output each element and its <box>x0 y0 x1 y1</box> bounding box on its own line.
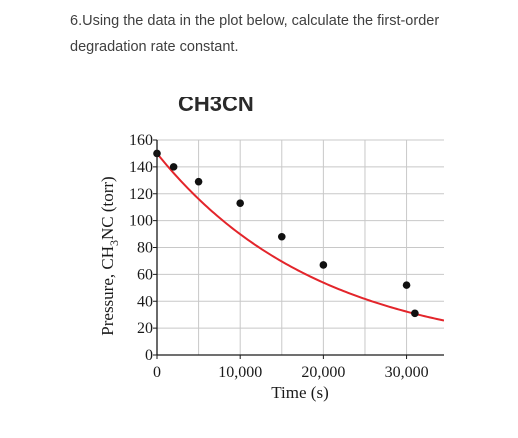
y-tick-label: 0 <box>145 347 153 364</box>
data-point-2 <box>169 163 178 171</box>
y-tick-label: 100 <box>129 213 153 230</box>
data-point-3 <box>194 177 203 186</box>
y-axis-title-subscript: 3 <box>107 240 121 246</box>
axes <box>153 139 444 359</box>
x-tick-label: 20,000 <box>301 364 345 381</box>
x-tick-label: 30,000 <box>385 364 429 381</box>
x-tick-label: 10,000 <box>218 364 262 381</box>
question-text: 6.Using the data in the plot below, calc… <box>70 13 440 55</box>
y-tick-label: 140 <box>129 159 153 176</box>
fit-curve <box>157 152 444 322</box>
data-point-5 <box>277 232 286 241</box>
y-tick-label: 40 <box>137 293 153 310</box>
data-point-4 <box>236 199 244 207</box>
x-tick-labels: 0 10,000 20,000 30,000 <box>153 364 429 381</box>
x-axis-title: Time (s) <box>271 383 328 402</box>
y-tick-label: 80 <box>137 240 153 257</box>
data-point-7 <box>402 281 411 289</box>
x-tick-label: 0 <box>153 364 161 381</box>
y-tick-label: 20 <box>137 320 153 337</box>
data-point-8 <box>411 309 419 318</box>
y-tick-label: 120 <box>129 186 153 203</box>
y-tick-label: 60 <box>137 266 153 283</box>
grid <box>157 139 444 355</box>
data-point-6 <box>319 261 328 269</box>
cropped-header-label: CH3CN <box>178 91 254 116</box>
y-axis-title-part1: Pressure, CH <box>98 246 117 336</box>
fit-curve-layer <box>157 152 444 322</box>
data-points <box>153 149 419 318</box>
y-axis-title-part2: NC (torr) <box>98 176 117 240</box>
y-tick-labels: 0 20 40 60 80 100 120 140 160 <box>129 132 153 364</box>
y-axis-title: Pressure, CH3NC (torr) <box>98 176 121 335</box>
cropped-header-text: CH3CN <box>178 91 254 116</box>
y-tick-label: 160 <box>129 132 153 149</box>
